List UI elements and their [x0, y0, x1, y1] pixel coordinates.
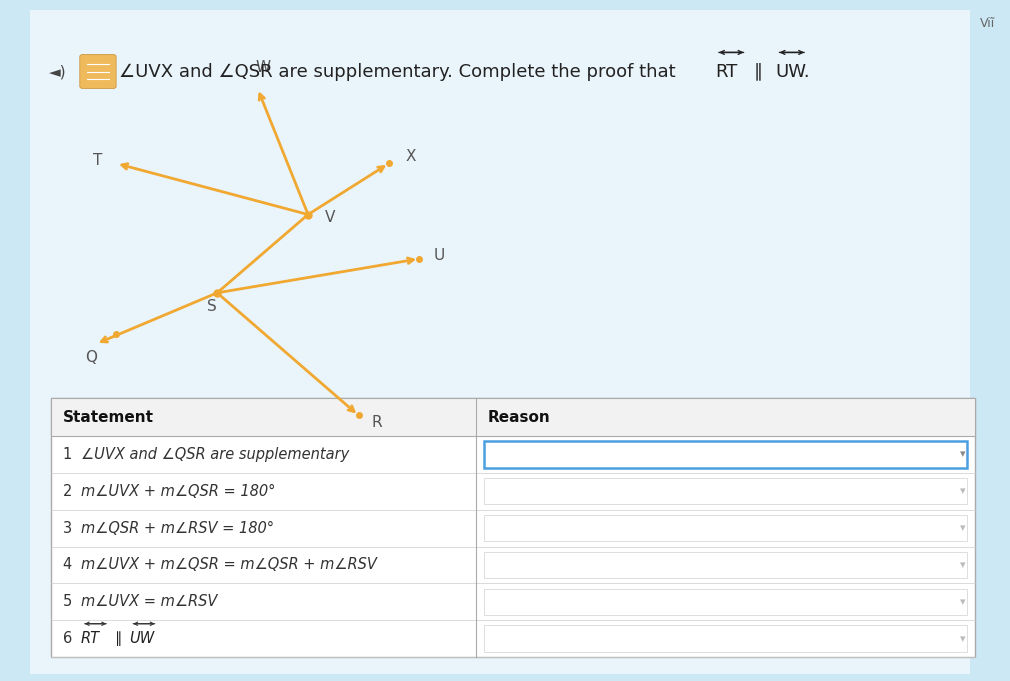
- Bar: [484, 515, 967, 541]
- Text: m∠QSR + m∠RSV = 180°: m∠QSR + m∠RSV = 180°: [81, 520, 274, 535]
- Text: ▾: ▾: [960, 597, 966, 607]
- Text: 6: 6: [63, 631, 72, 646]
- Text: ▾: ▾: [960, 486, 966, 496]
- Text: 5: 5: [63, 595, 72, 609]
- Text: 2: 2: [63, 484, 72, 498]
- Text: Reason: Reason: [488, 410, 550, 425]
- Bar: [484, 478, 967, 505]
- Text: 4: 4: [63, 558, 72, 573]
- Text: 1: 1: [63, 447, 72, 462]
- Text: ∠UVX and ∠QSR are supplementary: ∠UVX and ∠QSR are supplementary: [81, 447, 349, 462]
- FancyBboxPatch shape: [80, 54, 116, 89]
- Bar: [484, 625, 967, 652]
- Text: m∠UVX = m∠RSV: m∠UVX = m∠RSV: [81, 595, 217, 609]
- Text: X: X: [406, 149, 416, 164]
- Text: ▾: ▾: [960, 449, 966, 460]
- Text: UW.: UW.: [776, 63, 810, 80]
- Bar: [50, 398, 975, 657]
- Text: W: W: [256, 60, 270, 75]
- FancyBboxPatch shape: [30, 10, 970, 674]
- Bar: [484, 441, 967, 468]
- Text: 3: 3: [63, 520, 72, 535]
- Text: Statement: Statement: [63, 410, 154, 425]
- Text: RT: RT: [81, 631, 100, 646]
- Text: m∠UVX + m∠QSR = 180°: m∠UVX + m∠QSR = 180°: [81, 484, 276, 498]
- Text: UW: UW: [129, 631, 155, 646]
- Bar: [484, 588, 967, 615]
- Text: Viĩ: Viĩ: [980, 17, 995, 30]
- Text: ▾: ▾: [960, 560, 966, 570]
- Text: ∥: ∥: [114, 631, 121, 646]
- Bar: [484, 552, 967, 578]
- Text: m∠UVX + m∠QSR = m∠QSR + m∠RSV: m∠UVX + m∠QSR = m∠QSR + m∠RSV: [81, 558, 377, 573]
- Text: ◄): ◄): [48, 64, 66, 79]
- Text: S: S: [207, 299, 217, 314]
- Text: ∥: ∥: [753, 63, 763, 80]
- Text: ▾: ▾: [960, 634, 966, 644]
- Text: ∠UVX and ∠QSR are supplementary. Complete the proof that: ∠UVX and ∠QSR are supplementary. Complet…: [119, 63, 682, 80]
- Text: T: T: [93, 153, 103, 168]
- Text: RT: RT: [715, 63, 737, 80]
- Text: U: U: [433, 248, 445, 263]
- Text: V: V: [325, 210, 335, 225]
- Text: R: R: [372, 415, 382, 430]
- Bar: [50, 398, 975, 436]
- Text: Q: Q: [85, 350, 97, 365]
- Text: ▾: ▾: [960, 523, 966, 533]
